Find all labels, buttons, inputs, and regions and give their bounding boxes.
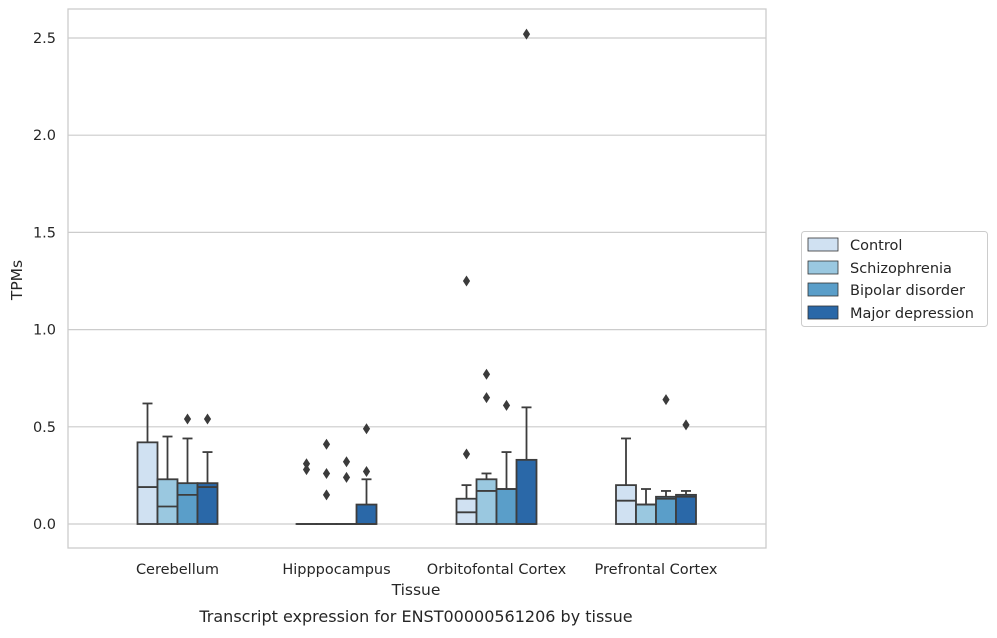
legend-label-control: Control [850, 238, 902, 254]
box-schizophrenia-orbitofontal-cortex [477, 473, 497, 524]
box-body [497, 489, 517, 524]
box-body [457, 499, 477, 524]
plot-frame [68, 9, 766, 548]
y-tick-label: 2.5 [33, 31, 56, 47]
y-tick-label: 2.0 [33, 128, 56, 144]
box-body [676, 495, 696, 524]
legend-swatch-bipolar-disorder [808, 283, 838, 296]
box-major-depression-prefrontal-cortex [676, 491, 696, 524]
legend-swatch-control [808, 238, 838, 251]
box-body [517, 460, 537, 524]
x-tick-label: Cerebellum [136, 562, 219, 578]
legend-label-bipolar-disorder: Bipolar disorder [850, 283, 965, 299]
box-body [158, 479, 178, 524]
y-tick-labels: 0.0 0.5 1.0 1.5 2.0 2.5 [33, 31, 56, 533]
x-axis-label: Tissue [391, 581, 441, 599]
box-body [178, 483, 198, 524]
y-tick-label: 1.0 [33, 323, 56, 339]
y-axis-label: TPMs [8, 260, 26, 301]
y-tick-label: 1.5 [33, 225, 56, 241]
box-body [616, 485, 636, 524]
box-body [656, 497, 676, 524]
y-tick-label: 0.5 [33, 420, 56, 436]
legend-label-schizophrenia: Schizophrenia [850, 261, 952, 277]
y-tick-label: 0.0 [33, 517, 56, 533]
box-body [636, 505, 656, 524]
box-body [138, 442, 158, 524]
legend-swatch-schizophrenia [808, 261, 838, 274]
legend-swatch-major-depression [808, 306, 838, 319]
box-body [198, 483, 218, 524]
x-tick-label: Orbitofontal Cortex [427, 562, 567, 578]
x-tick-label: Prefrontal Cortex [595, 562, 718, 578]
box-bipolar-disorder-prefrontal-cortex [656, 491, 676, 524]
chart-caption: Transcript expression for ENST0000056120… [198, 607, 632, 626]
box-body [357, 505, 377, 524]
legend: Control Schizophrenia Bipolar disorder M… [802, 232, 988, 327]
legend-label-major-depression: Major depression [850, 306, 974, 322]
box-body [477, 479, 497, 524]
x-tick-label: Hipppocampus [282, 562, 390, 578]
plot-area [68, 9, 766, 548]
x-tick-labels: Cerebellum Hipppocampus Orbitofontal Corte… [136, 562, 718, 578]
